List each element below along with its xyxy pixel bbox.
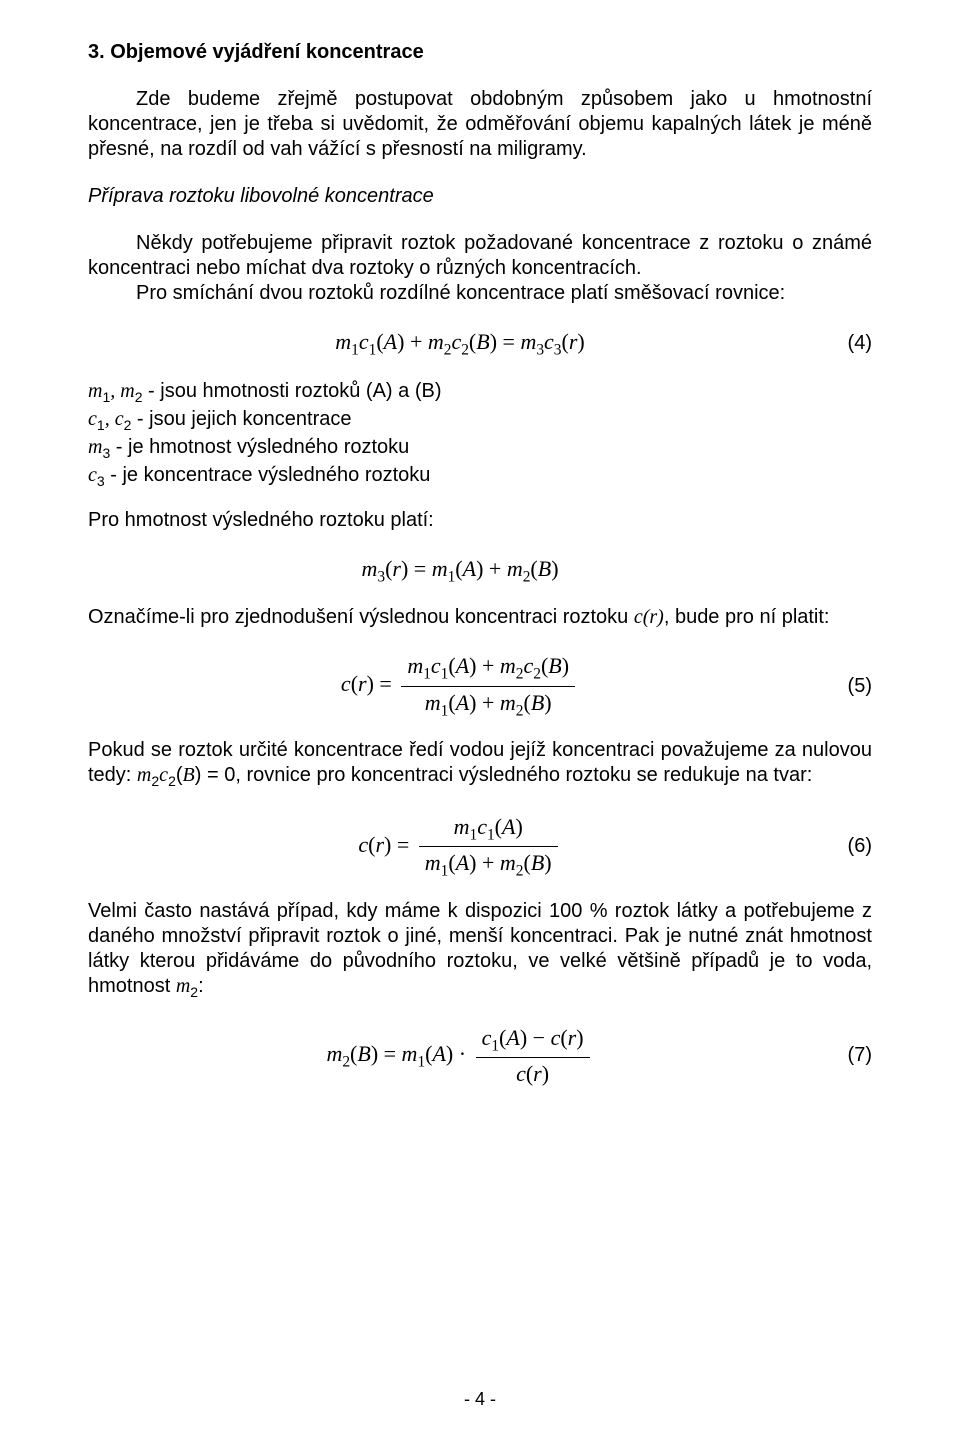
paragraph-1: Zde budeme zřejmě postupovat obdobným zp… [88, 87, 872, 162]
var-line-3: m3 - je hmotnost výsledného roztoku [88, 434, 872, 462]
equation-5-row: c(r) = m1c1(A) + m2c2(B) m1(A) + m2(B) (… [88, 652, 872, 720]
paragraph-4: Označíme-li pro zjednodušení výslednou k… [88, 605, 872, 630]
subheading: Příprava roztoku libovolné koncentrace [88, 184, 872, 209]
equation-6-row: c(r) = m1c1(A) m1(A) + m2(B) (6) [88, 813, 872, 881]
paragraph-6: Velmi často nastává případ, kdy máme k d… [88, 899, 872, 1002]
page-number: - 4 - [0, 1388, 960, 1411]
equation-7-number: (7) [832, 1043, 872, 1068]
equation-6: c(r) = m1c1(A) m1(A) + m2(B) [88, 813, 832, 881]
var-line-4: c3 - je koncentrace výsledného roztoku [88, 462, 872, 490]
equation-4-row: m1c1(A) + m2c2(B) = m3c3(r) (4) [88, 328, 872, 360]
equation-4: m1c1(A) + m2c2(B) = m3c3(r) [88, 328, 832, 360]
equation-7-row: m2(B) = m1(A) · c1(A) − c(r) c(r) (7) [88, 1024, 872, 1088]
paragraph-5: Pokud se roztok určité koncentrace ředí … [88, 738, 872, 791]
equation-4-number: (4) [832, 331, 872, 356]
page: 3. Objemové vyjádření koncentrace Zde bu… [0, 0, 960, 1438]
equation-7: m2(B) = m1(A) · c1(A) − c(r) c(r) [88, 1024, 832, 1088]
section-heading: 3. Objemové vyjádření koncentrace [88, 40, 872, 65]
var-line-2: c1, c2 - jsou jejich koncentrace [88, 406, 872, 434]
var-line-1: m1, m2 - jsou hmotnosti roztoků (A) a (B… [88, 378, 872, 406]
equation-mass: m3(r) = m1(A) + m2(B) [88, 555, 832, 587]
paragraph-3: Pro hmotnost výsledného roztoku platí: [88, 508, 872, 533]
equation-5-number: (5) [832, 674, 872, 699]
paragraph-2b-text: Pro smíchání dvou roztoků rozdílné konce… [136, 282, 785, 304]
equation-6-number: (6) [832, 834, 872, 859]
equation-5: c(r) = m1c1(A) + m2c2(B) m1(A) + m2(B) [88, 652, 832, 720]
paragraph-2a-text: Někdy potřebujeme připravit roztok požad… [88, 232, 872, 279]
variable-list: m1, m2 - jsou hmotnosti roztoků (A) a (B… [88, 378, 872, 491]
equation-mass-row: m3(r) = m1(A) + m2(B) [88, 555, 872, 587]
paragraph-2: Někdy potřebujeme připravit roztok požad… [88, 231, 872, 306]
